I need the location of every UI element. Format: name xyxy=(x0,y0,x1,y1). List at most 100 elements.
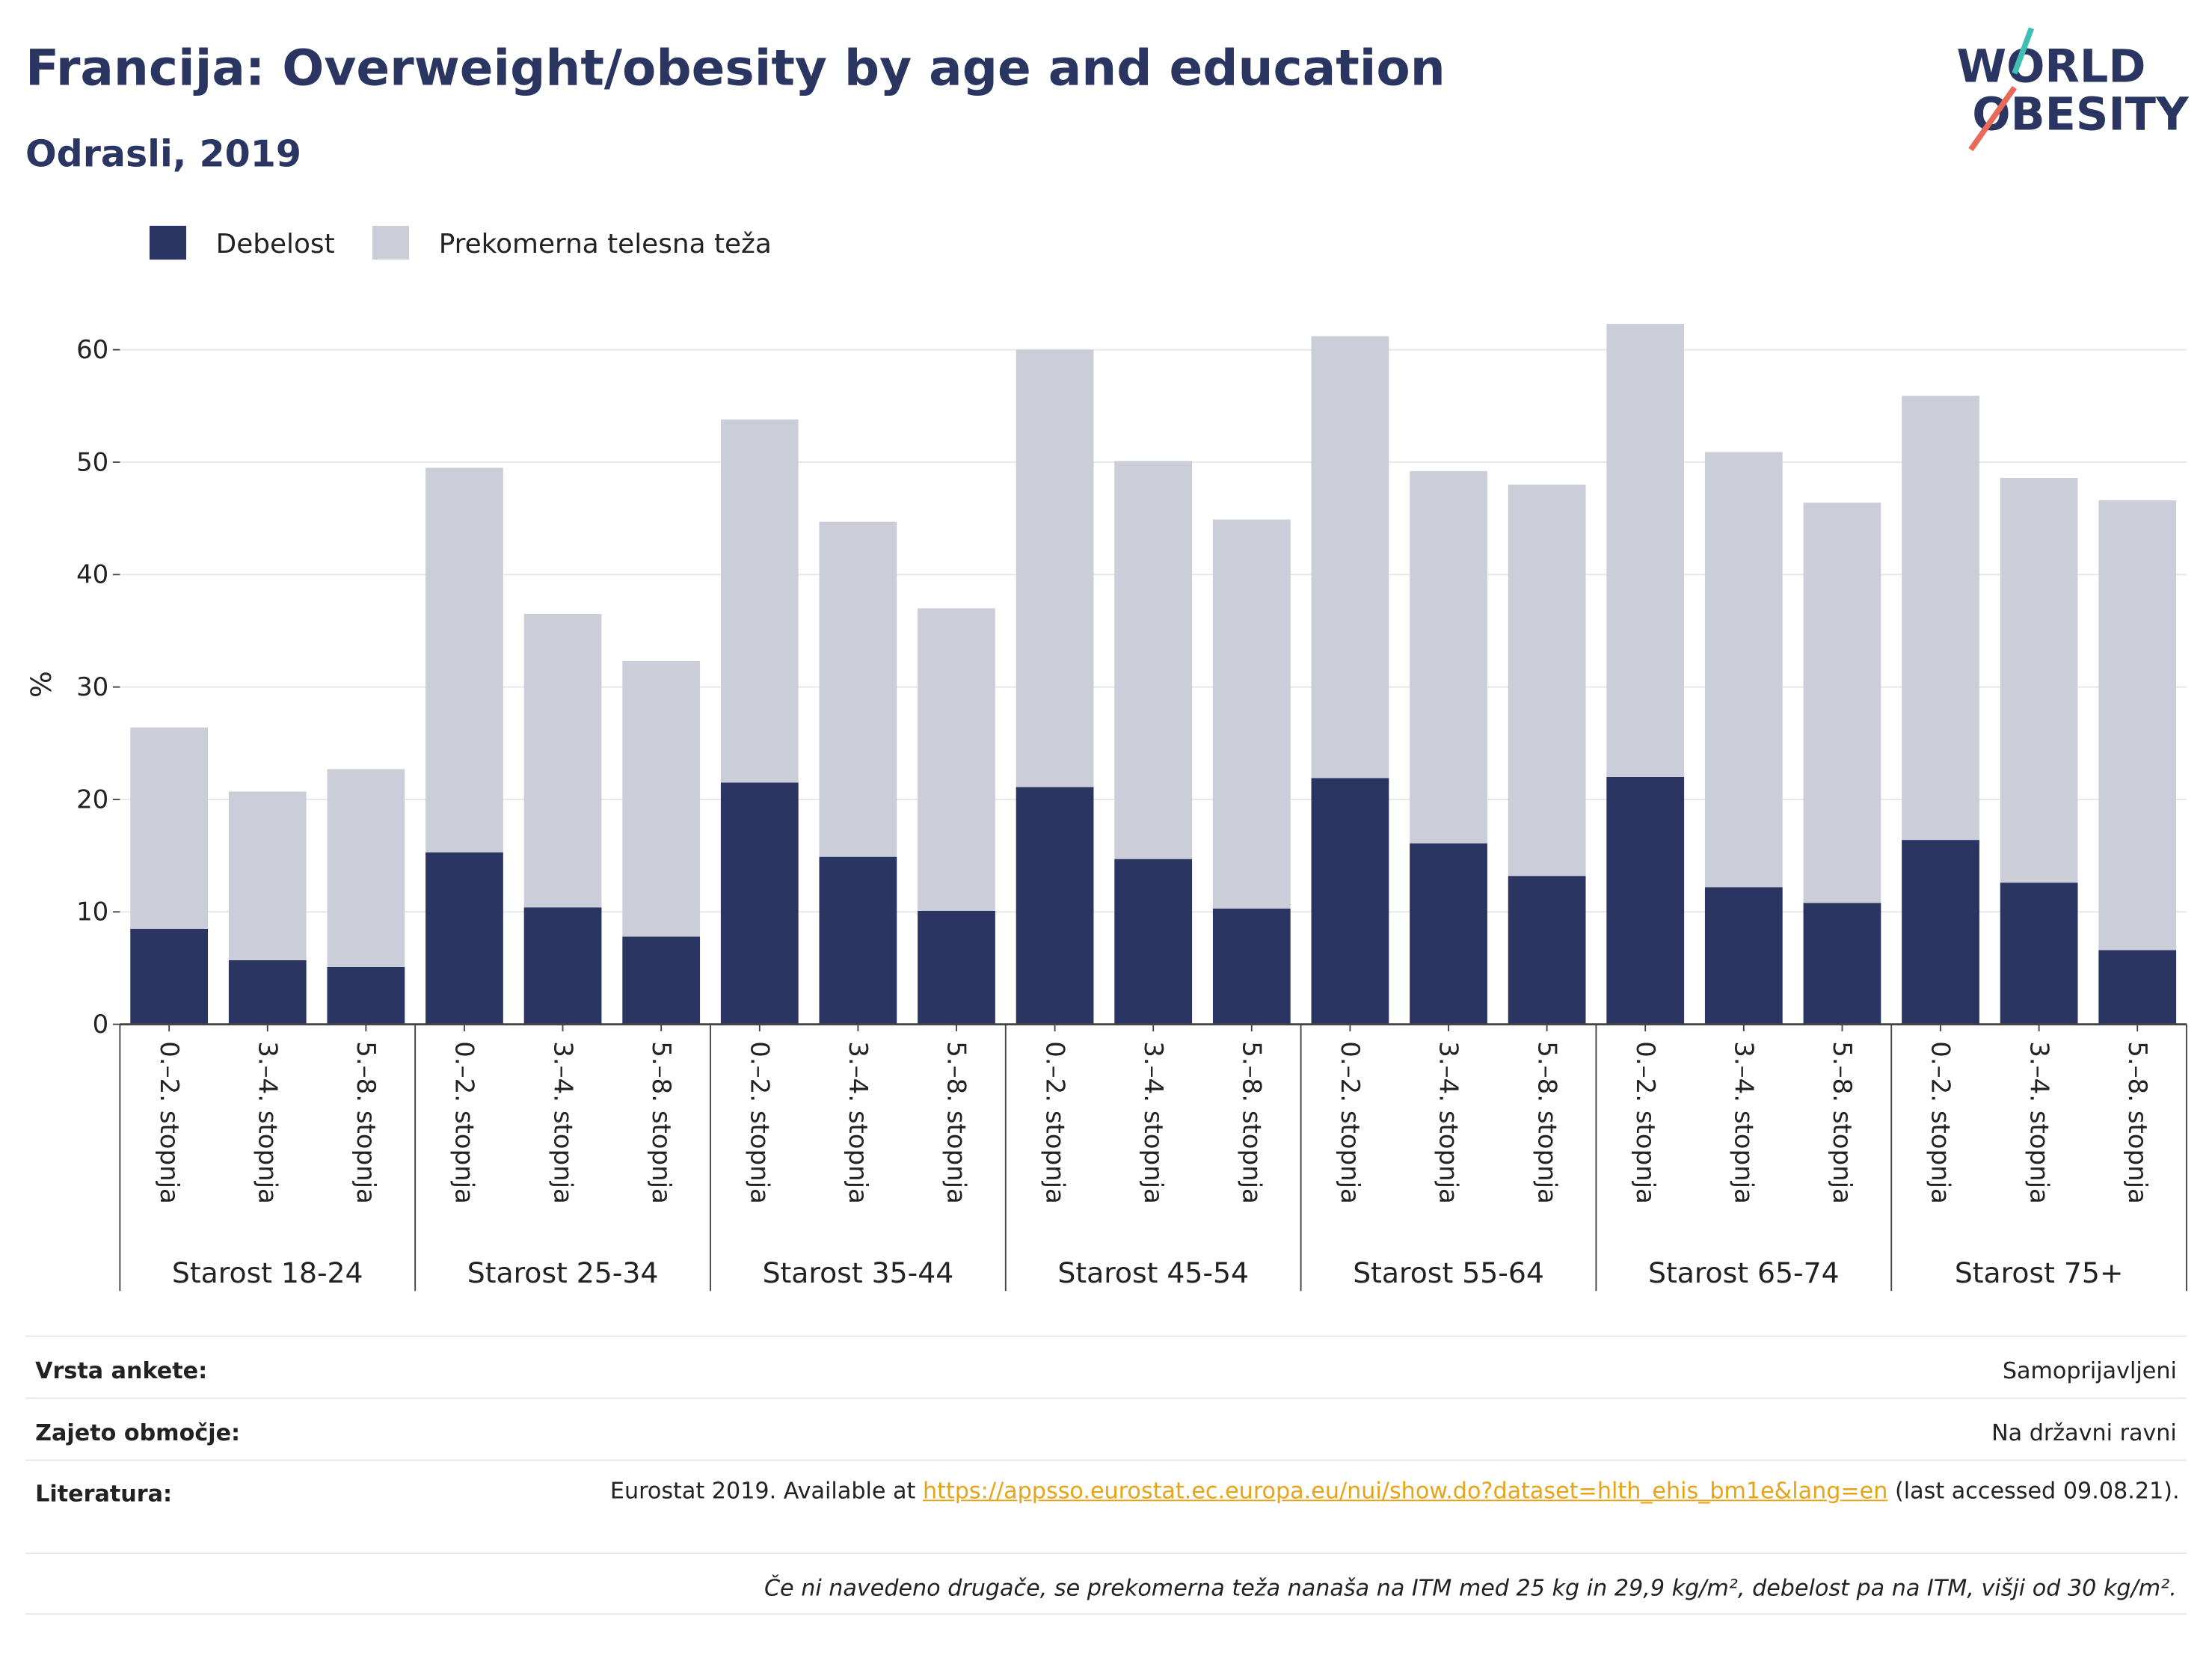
bar-segment xyxy=(2098,500,2177,951)
bar-segment xyxy=(1704,452,1783,888)
x-tick-label: 3.–4. stopnja xyxy=(1729,1041,1759,1204)
bar-segment xyxy=(1803,503,1881,903)
info-value: Na državni ravni xyxy=(1991,1420,2177,1446)
y-tick-label: 10 xyxy=(76,897,108,927)
group-label: Starost 35-44 xyxy=(763,1256,954,1289)
bar-segment xyxy=(228,959,307,1025)
bar-segment xyxy=(1606,324,1685,777)
bar-segment xyxy=(819,521,897,857)
literature-box: Eurostat 2019. Available at https://apps… xyxy=(423,1476,2180,1507)
y-axis-label: % xyxy=(25,671,58,698)
bar-segment xyxy=(2000,882,2078,1025)
logo-text: WORLD xyxy=(1957,40,2146,93)
x-tick-label: 0.–2. stopnja xyxy=(1926,1041,1956,1204)
group-label: Starost 45-54 xyxy=(1057,1256,1249,1289)
x-tick-label: 0.–2. stopnja xyxy=(154,1041,184,1204)
bar-segment xyxy=(918,910,995,1025)
bar-segment xyxy=(130,727,209,929)
x-tick-label: 0.–2. stopnja xyxy=(1039,1041,1069,1204)
legend-swatch xyxy=(372,225,410,260)
bar-segment xyxy=(819,856,897,1025)
x-tick-label: 3.–4. stopnja xyxy=(547,1041,577,1204)
y-tick-label: 0 xyxy=(93,1010,109,1040)
bar-segment xyxy=(327,769,405,967)
x-tick-label: 3.–4. stopnja xyxy=(843,1041,873,1204)
bar-segment xyxy=(425,467,503,853)
bar-segment xyxy=(1508,876,1586,1025)
x-tick-label: 5.–8. stopnja xyxy=(1827,1041,1857,1204)
bar-segment xyxy=(720,782,799,1025)
x-tick-label: 3.–4. stopnja xyxy=(1138,1041,1168,1204)
info-label: Vrsta ankete: xyxy=(35,1358,207,1384)
x-tick-label: 3.–4. stopnja xyxy=(1434,1041,1463,1204)
literature-link[interactable]: https://appsso.eurostat.ec.europa.eu/nui… xyxy=(922,1477,1888,1505)
bar-segment xyxy=(1016,787,1094,1025)
info-label: Literatura: xyxy=(35,1481,172,1507)
literature-part: Eurostat 2019. Available at xyxy=(609,1477,923,1505)
group-label: Starost 65-74 xyxy=(1648,1256,1840,1289)
group-label: Starost 25-34 xyxy=(467,1256,659,1289)
bar-segment xyxy=(1704,887,1783,1025)
bar-segment xyxy=(1311,778,1389,1025)
literature-text: Eurostat 2019. Available at https://apps… xyxy=(423,1476,2180,1507)
y-tick-label: 30 xyxy=(76,672,108,702)
bar-segment xyxy=(425,852,503,1025)
bar-segment xyxy=(1212,908,1291,1025)
literature-part: (last accessed 09.08.21). xyxy=(1887,1477,2180,1505)
chart-subtitle: Odrasli, 2019 xyxy=(25,132,301,176)
bar-segment xyxy=(1902,840,1979,1025)
x-tick-label: 5.–8. stopnja xyxy=(1236,1041,1266,1204)
group-label: Starost 18-24 xyxy=(172,1256,363,1289)
group-label: Starost 55-64 xyxy=(1353,1256,1544,1289)
legend-label: Debelost xyxy=(216,229,335,260)
x-tick-label: 3.–4. stopnja xyxy=(2024,1041,2053,1204)
bar-segment xyxy=(1410,471,1487,844)
bar-segment xyxy=(2098,950,2177,1025)
bar-segment xyxy=(1114,859,1193,1025)
bar-segment xyxy=(1114,461,1193,859)
bar-segment xyxy=(1508,485,1586,876)
legend-swatch xyxy=(149,225,187,260)
x-tick-label: 3.–4. stopnja xyxy=(252,1041,282,1204)
x-tick-label: 0.–2. stopnja xyxy=(449,1041,479,1204)
group-label: Starost 75+ xyxy=(1955,1256,2124,1289)
chart-title: Francija: Overweight/obesity by age and … xyxy=(25,39,1446,96)
bar-segment xyxy=(523,613,602,908)
x-tick-label: 5.–8. stopnja xyxy=(1531,1041,1561,1204)
bar-segment xyxy=(1410,843,1487,1025)
bar-segment xyxy=(622,661,701,937)
bar-segment xyxy=(1311,336,1389,779)
y-tick-label: 60 xyxy=(76,335,108,365)
x-tick-label: 0.–2. stopnja xyxy=(1335,1041,1365,1204)
x-tick-label: 5.–8. stopnja xyxy=(351,1041,381,1204)
logo-stripe xyxy=(2012,27,2035,75)
bar-segment xyxy=(1016,349,1094,787)
bar-segment xyxy=(1803,903,1881,1025)
bar-segment xyxy=(918,608,995,911)
bar-segment xyxy=(1212,519,1291,909)
bar-segment xyxy=(523,907,602,1025)
info-label: Zajeto območje: xyxy=(35,1420,240,1446)
x-tick-label: 0.–2. stopnja xyxy=(1630,1041,1660,1204)
bar-segment xyxy=(720,419,799,783)
bar-segment xyxy=(327,966,405,1025)
footnote: Če ni navedeno drugače, se prekomerna te… xyxy=(764,1574,2177,1602)
bar-segment xyxy=(2000,478,2078,883)
bar-segment xyxy=(228,791,307,960)
info-value: Samoprijavljeni xyxy=(2003,1358,2177,1384)
y-tick-label: 40 xyxy=(76,560,108,590)
x-tick-label: 5.–8. stopnja xyxy=(646,1041,676,1204)
y-tick-label: 20 xyxy=(76,784,108,814)
bar-segment xyxy=(130,928,209,1025)
x-tick-label: 5.–8. stopnja xyxy=(941,1041,971,1204)
legend-label: Prekomerna telesna teža xyxy=(439,229,772,260)
x-tick-label: 5.–8. stopnja xyxy=(2122,1041,2152,1204)
x-tick-label: 0.–2. stopnja xyxy=(744,1041,774,1204)
bar-segment xyxy=(1606,776,1685,1025)
bar-segment xyxy=(1902,396,1979,841)
bar-segment xyxy=(622,936,701,1025)
logo-stripe xyxy=(1968,85,2017,152)
y-tick-label: 50 xyxy=(76,447,108,477)
